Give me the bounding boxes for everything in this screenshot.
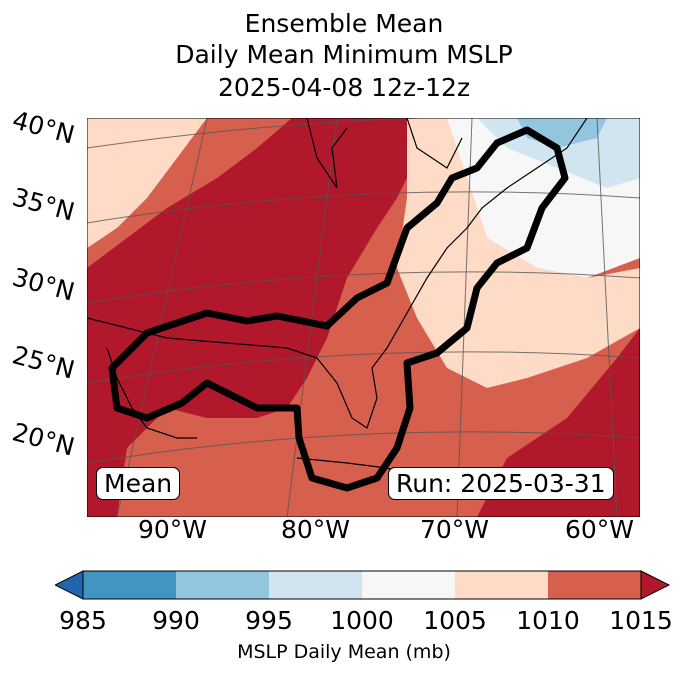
lat-label-25: 25°N xyxy=(9,340,78,385)
graticule xyxy=(87,118,640,517)
colorbar-label: MSLP Daily Mean (mb) xyxy=(237,641,451,663)
mean-label-box: Mean xyxy=(96,467,181,500)
colorbar-tick: 1015 xyxy=(609,606,673,635)
title-line-1: Ensemble Mean xyxy=(244,9,444,38)
colorbar-bin-1000 xyxy=(362,571,455,599)
lat-label-35: 35°N xyxy=(9,182,78,227)
lat-label-20: 20°N xyxy=(9,417,78,462)
lon-label-80: 80°W xyxy=(281,515,351,544)
run-label-box: Run: 2025-03-31 xyxy=(388,467,614,500)
colorbar-extend-low xyxy=(55,570,84,600)
colorbar-tick: 1010 xyxy=(516,606,580,635)
colorbar-bin-990 xyxy=(176,571,269,599)
contour-outline xyxy=(108,126,569,492)
colorbar-bin-1010 xyxy=(548,571,641,599)
colorbar-bin-995 xyxy=(269,571,362,599)
colorbar-tick: 1000 xyxy=(330,606,394,635)
colorbar-extend-high xyxy=(640,570,671,600)
lat-label-30: 30°N xyxy=(9,262,78,307)
map xyxy=(87,118,640,517)
lon-label-70: 70°W xyxy=(420,515,490,544)
lon-label-60: 60°W xyxy=(565,515,635,544)
title-line-2: Daily Mean Minimum MSLP xyxy=(175,40,513,69)
field-1005-east xyxy=(397,118,640,388)
colorbar-tick: 995 xyxy=(245,606,293,635)
title-line-3: 2025-04-08 12z-12z xyxy=(217,73,471,102)
colorbar-tick: 985 xyxy=(59,606,107,635)
colorbar-tick: 1005 xyxy=(423,606,487,635)
lat-label-40: 40°N xyxy=(9,105,78,150)
lon-label-90: 90°W xyxy=(138,515,208,544)
field-1005-west xyxy=(87,118,207,248)
colorbar xyxy=(55,570,671,600)
colorbar-bin-985 xyxy=(83,571,176,599)
colorbar-tick: 990 xyxy=(152,606,200,635)
colorbar-bin-1005 xyxy=(455,571,548,599)
